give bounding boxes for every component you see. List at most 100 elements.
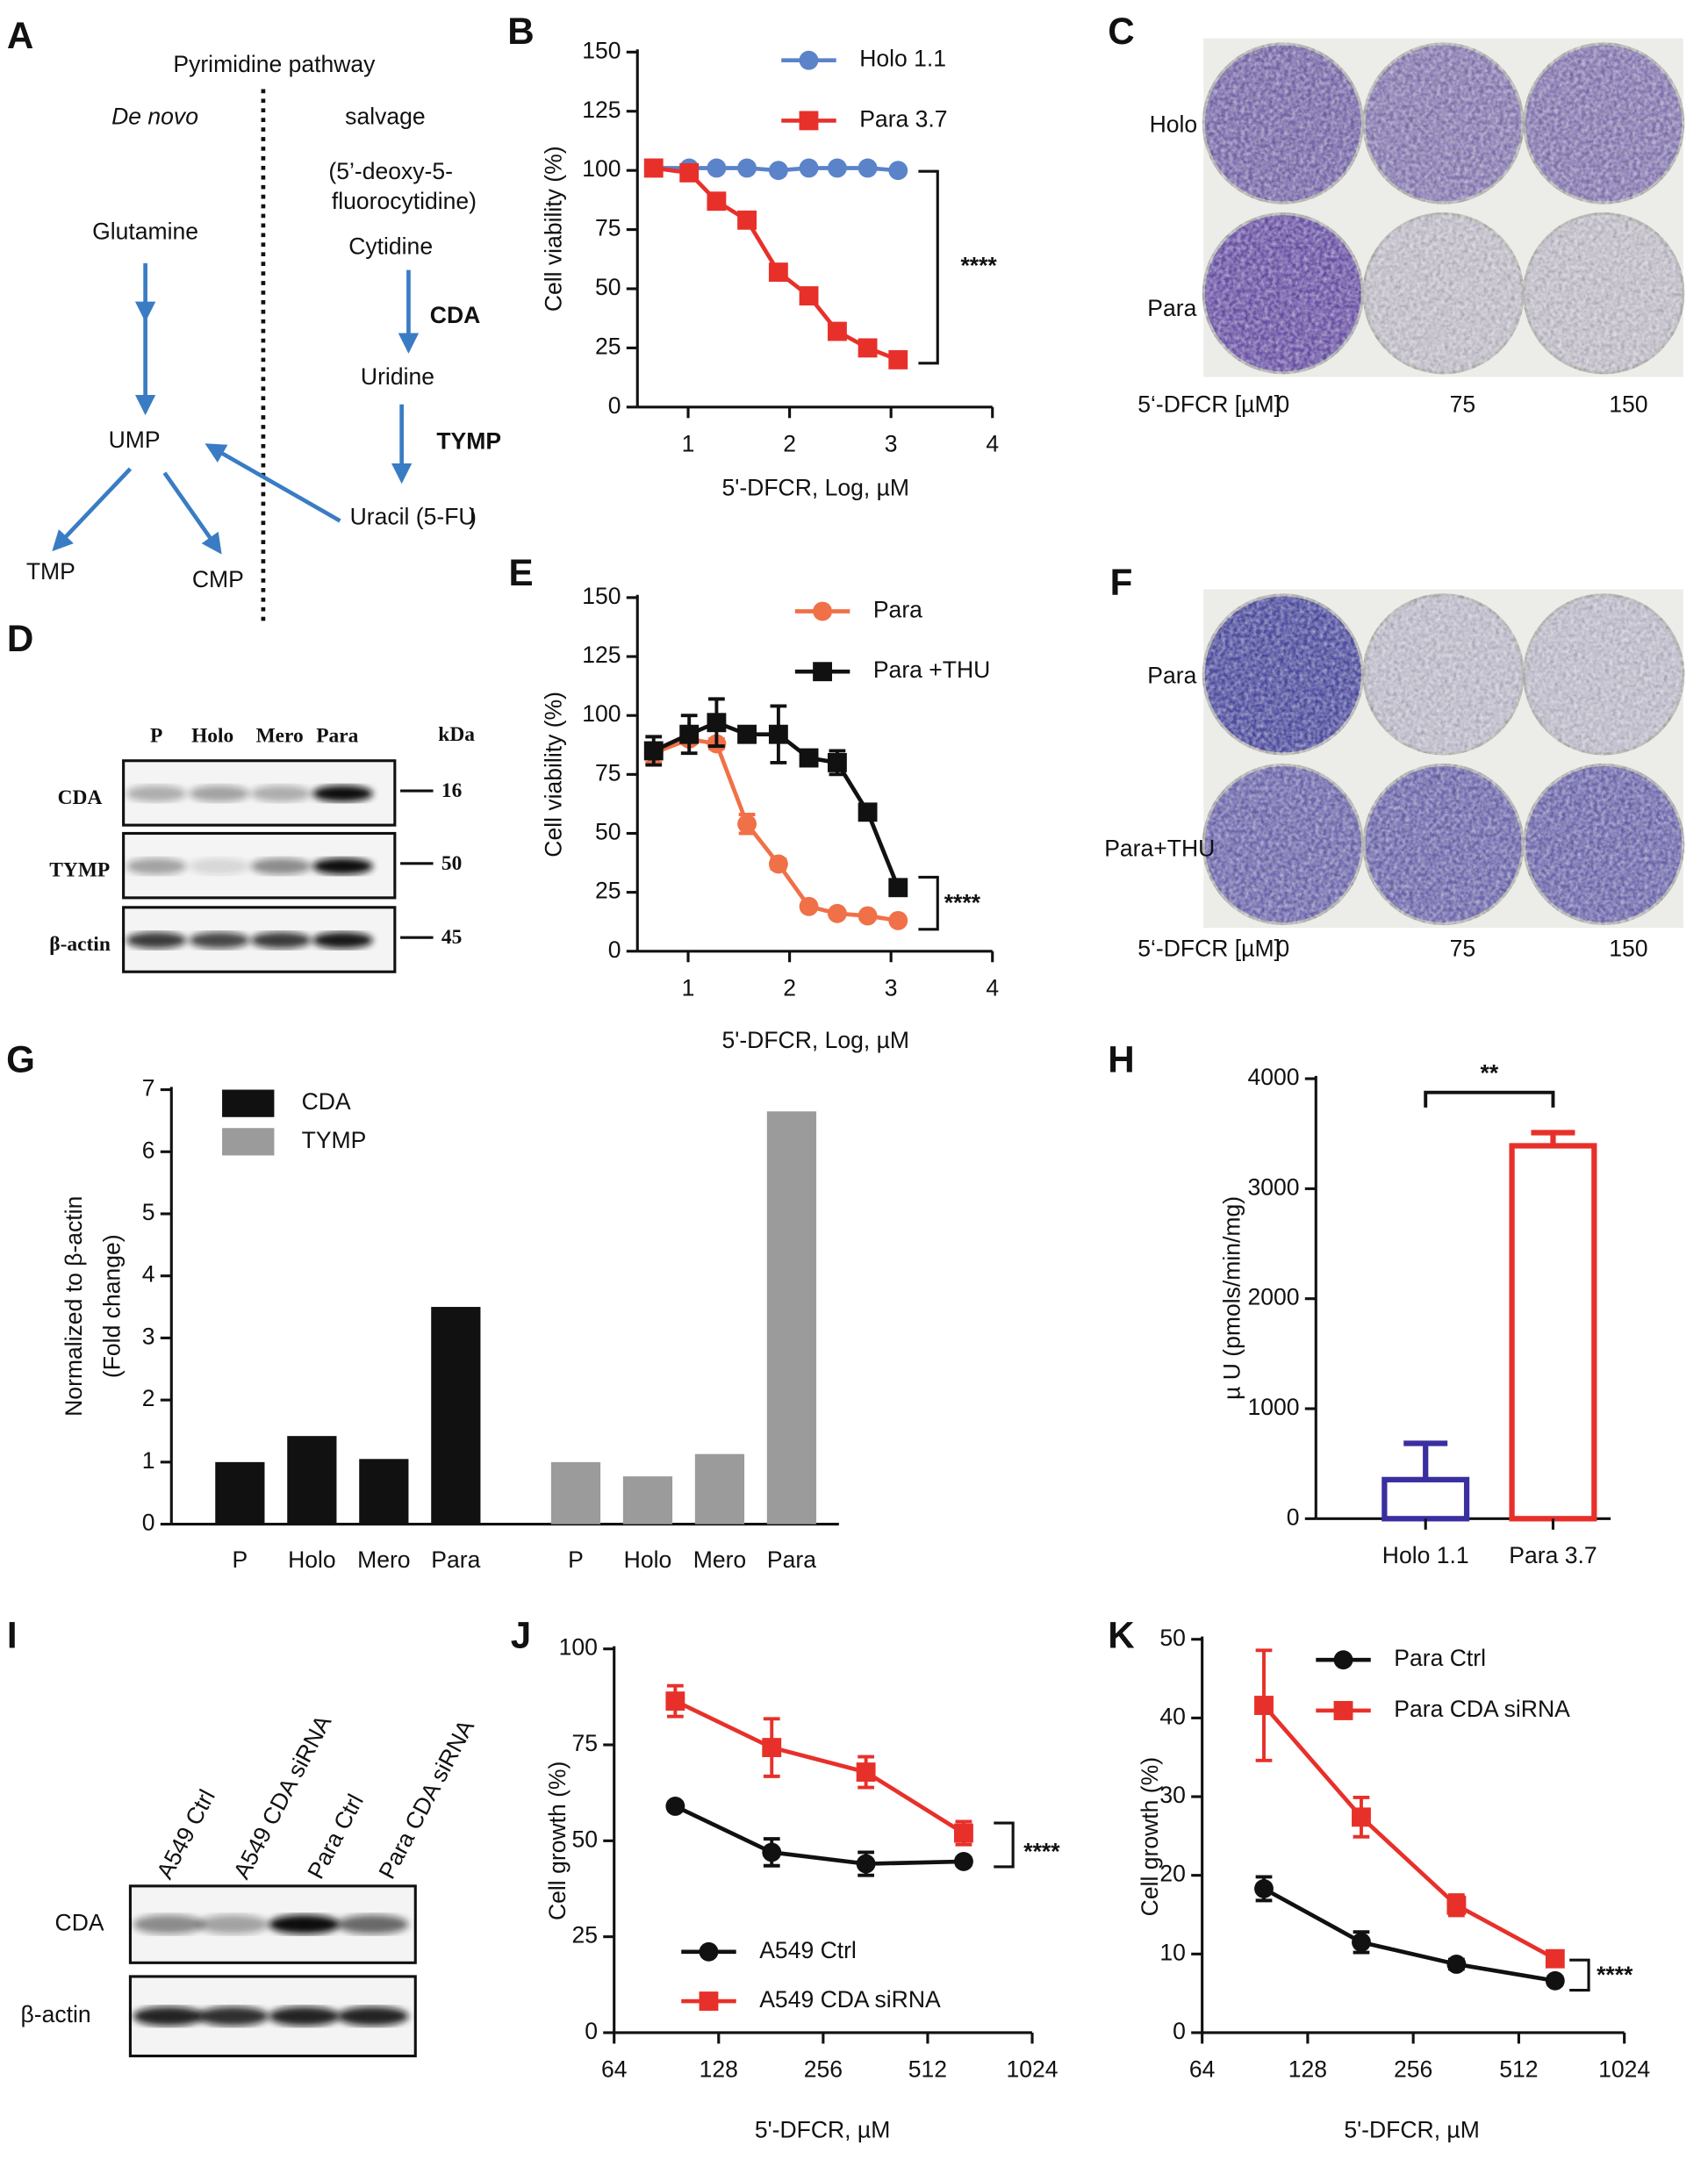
y-tick-label: 7 xyxy=(142,1075,155,1101)
data-point xyxy=(1254,1878,1274,1898)
diagram-text: TYMP xyxy=(436,427,501,454)
y-tick-label: 125 xyxy=(582,642,621,668)
x-tick-label: Mero xyxy=(357,1546,410,1573)
y-tick-label: 100 xyxy=(582,155,621,182)
lane-label: Para Ctrl xyxy=(302,1790,369,1884)
dose-label: 0 xyxy=(1276,391,1289,417)
y-tick-label: 2000 xyxy=(1248,1284,1300,1310)
y-tick-label: 1000 xyxy=(1248,1394,1300,1420)
well xyxy=(1523,593,1685,756)
y-axis-label: Normalized to β-actin xyxy=(61,1196,87,1417)
significance-bracket xyxy=(918,875,939,931)
diagram-text: De novo xyxy=(111,103,198,129)
y-tick-label: 25 xyxy=(595,878,621,904)
legend-label: Holo 1.1 xyxy=(859,46,946,72)
lane-label: Holo xyxy=(191,725,233,748)
y-tick-label: 6 xyxy=(142,1137,155,1163)
bar xyxy=(431,1307,481,1525)
x-tick-label: Holo xyxy=(288,1546,336,1573)
protein-label: β-actin xyxy=(21,2001,91,2027)
axis-label: 5‘-DFCR [µM] xyxy=(1137,391,1281,417)
y-tick-label: 20 xyxy=(1159,1861,1186,1887)
data-point xyxy=(643,158,664,178)
legend-marker xyxy=(699,1991,719,2011)
legend-label: CDA xyxy=(302,1088,351,1115)
legend-swatch xyxy=(222,1089,275,1117)
y-axis-label: Cell viability (%) xyxy=(541,692,567,857)
x-tick-label: Para xyxy=(767,1546,816,1573)
protein-label: β-actin xyxy=(49,933,111,956)
legend-label: Para 3.7 xyxy=(859,105,947,132)
band xyxy=(189,857,250,875)
data-point xyxy=(762,1738,782,1757)
size-label: 50 xyxy=(441,852,462,875)
data-point xyxy=(737,210,757,230)
y-tick-label: 0 xyxy=(585,2018,598,2044)
legend-label: Para xyxy=(873,597,922,623)
data-point xyxy=(888,878,908,898)
diagram-text: Pyrimidine pathway xyxy=(173,51,376,77)
y-tick-label: 75 xyxy=(595,759,621,786)
legend-marker xyxy=(813,662,833,682)
x-tick-label: 512 xyxy=(908,2056,947,2083)
panel-letter: J xyxy=(511,1614,531,1655)
row-label: Para+THU xyxy=(1104,835,1215,861)
legend-marker xyxy=(813,601,833,621)
well xyxy=(1202,212,1364,375)
x-tick-label: 128 xyxy=(1288,2056,1327,2083)
data-point xyxy=(665,1797,685,1816)
data-point xyxy=(679,724,700,744)
data-point xyxy=(768,161,788,181)
band xyxy=(312,785,373,802)
y-tick-label: 0 xyxy=(1287,1503,1300,1530)
data-point xyxy=(1352,1807,1371,1827)
data-point xyxy=(1545,1970,1565,1991)
band xyxy=(197,2006,269,2027)
diagram-text: salvage xyxy=(345,103,425,129)
arrow xyxy=(205,443,341,523)
significance-bracket xyxy=(918,169,939,365)
y-axis-label: Cell growth (%) xyxy=(1137,1757,1163,1916)
x-tick-label: 3 xyxy=(885,975,898,1001)
well xyxy=(1362,42,1525,205)
diagram-text: CDA xyxy=(430,302,480,328)
data-point xyxy=(707,158,727,178)
x-tick-label: Holo 1.1 xyxy=(1382,1542,1469,1568)
annotation: **** xyxy=(960,253,997,279)
legend-label: A549 CDA siRNA xyxy=(759,1986,941,2013)
annotation: **** xyxy=(944,890,981,916)
error-bar xyxy=(1403,1440,1448,1480)
y-tick-label: 150 xyxy=(582,37,621,63)
data-point xyxy=(858,906,878,926)
data-point xyxy=(827,321,847,341)
row-label: Para xyxy=(1147,295,1196,321)
diagram-text: CMP xyxy=(192,566,244,592)
legend-marker xyxy=(1333,1701,1353,1720)
y-tick-label: 1 xyxy=(142,1447,155,1474)
y-tick-label: 50 xyxy=(595,819,621,845)
y-tick-label: 75 xyxy=(595,215,621,241)
significance-bracket xyxy=(1569,1958,1590,1992)
x-axis-label: 5'-DFCR, µM xyxy=(755,2116,890,2142)
legend-label: TYMP xyxy=(302,1127,367,1153)
band xyxy=(312,931,373,949)
panel-letter: K xyxy=(1108,1614,1135,1655)
lane-label: Para CDA siRNA xyxy=(373,1715,479,1883)
data-point xyxy=(1352,1932,1371,1952)
x-axis-label: 5'-DFCR, µM xyxy=(1344,2116,1479,2142)
data-point xyxy=(954,1823,973,1843)
bar xyxy=(1509,1143,1597,1522)
significance-bracket xyxy=(994,1821,1015,1869)
axis-label: 5‘-DFCR [µM] xyxy=(1137,935,1281,961)
x-tick-label: 4 xyxy=(986,431,999,457)
diagram-text: TMP xyxy=(26,558,75,585)
well xyxy=(1523,212,1685,375)
dose-label: 150 xyxy=(1609,935,1647,961)
band xyxy=(312,857,373,875)
data-point xyxy=(954,1852,973,1871)
well xyxy=(1523,763,1685,926)
y-axis-label: µ U (pmols/min/mg) xyxy=(1219,1196,1245,1400)
x-tick-label: 1024 xyxy=(1598,2056,1650,2083)
y-tick-label: 100 xyxy=(582,700,621,727)
series-line xyxy=(674,1804,964,1866)
